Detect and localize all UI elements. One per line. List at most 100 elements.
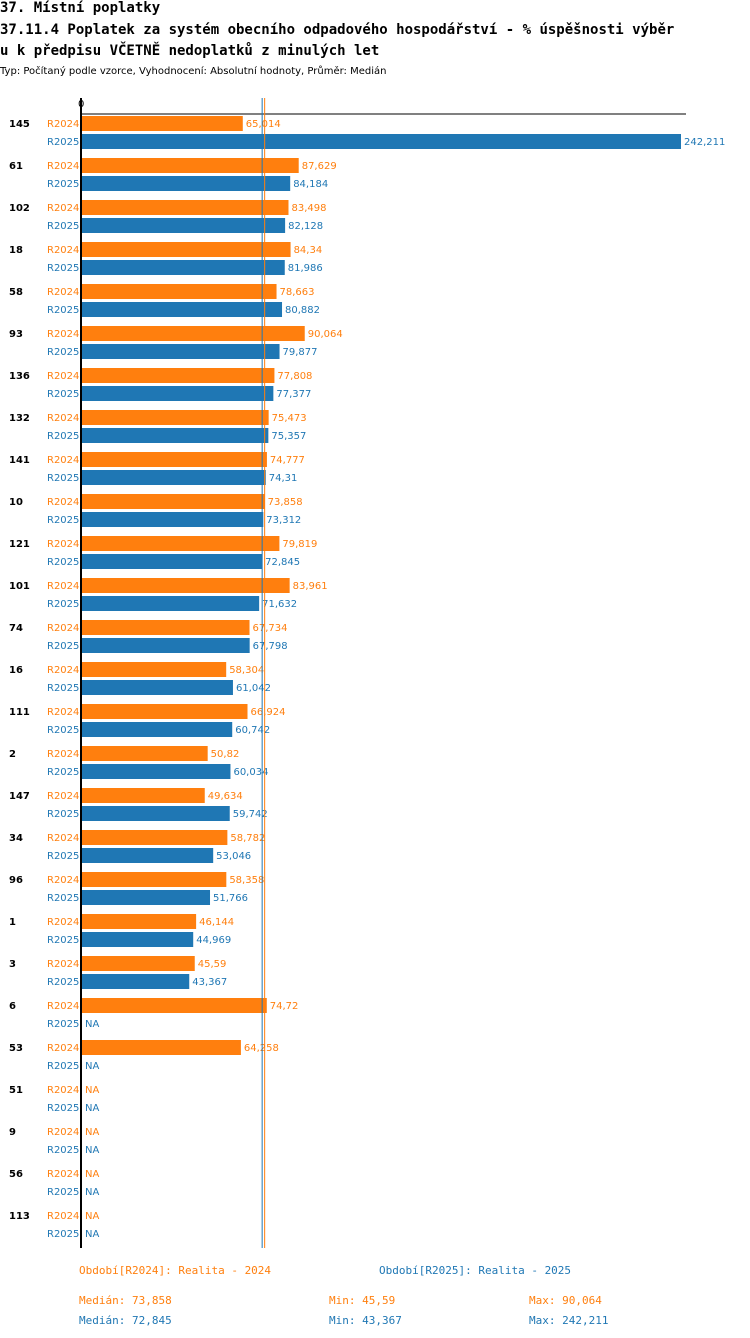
series-label: R2025 bbox=[47, 305, 79, 316]
bar-r2025 bbox=[82, 554, 263, 569]
category-label: 141 bbox=[9, 455, 30, 466]
series-label: R2025 bbox=[47, 977, 79, 988]
data-label: 74,72 bbox=[270, 1001, 299, 1012]
data-label: 84,34 bbox=[294, 245, 323, 256]
data-label: 74,777 bbox=[270, 455, 305, 466]
bar-r2025 bbox=[82, 470, 266, 485]
bar-r2025 bbox=[82, 596, 260, 611]
series-label: R2024 bbox=[47, 119, 79, 130]
category-label: 53 bbox=[9, 1043, 23, 1054]
bar-r2025 bbox=[82, 260, 285, 275]
category-label: 136 bbox=[9, 371, 30, 382]
series-label: R2025 bbox=[47, 473, 79, 484]
data-label: 64,258 bbox=[244, 1043, 279, 1054]
series-label: R2024 bbox=[47, 707, 79, 718]
data-label: 45,59 bbox=[198, 959, 227, 970]
series-label: R2024 bbox=[47, 833, 79, 844]
series-label: R2024 bbox=[47, 497, 79, 508]
series-label: R2024 bbox=[47, 917, 79, 928]
series-label: R2024 bbox=[47, 245, 79, 256]
series-label: R2025 bbox=[47, 389, 79, 400]
series-label: R2025 bbox=[47, 935, 79, 946]
bar-r2024 bbox=[82, 914, 197, 929]
series-label: R2024 bbox=[47, 371, 79, 382]
bar-r2024 bbox=[82, 830, 228, 845]
data-label: NA bbox=[85, 1103, 99, 1114]
series-label: R2025 bbox=[47, 851, 79, 862]
series-label: R2025 bbox=[47, 809, 79, 820]
data-label: NA bbox=[85, 1229, 99, 1240]
category-label: 113 bbox=[9, 1211, 30, 1222]
category-label: 145 bbox=[9, 119, 30, 130]
chart-subtitle: Typ: Počítaný podle vzorce, Vyhodnocení:… bbox=[0, 66, 387, 77]
bar-r2025 bbox=[82, 512, 264, 527]
data-label: 61,042 bbox=[236, 683, 271, 694]
data-label: 58,358 bbox=[229, 875, 264, 886]
category-label: 16 bbox=[9, 665, 23, 676]
series-label: R2024 bbox=[47, 1001, 79, 1012]
data-label: NA bbox=[85, 1169, 99, 1180]
data-label: 84,184 bbox=[293, 179, 328, 190]
category-label: 34 bbox=[9, 833, 23, 844]
data-label: NA bbox=[85, 1061, 99, 1072]
data-label: 77,377 bbox=[276, 389, 311, 400]
data-label: 60,034 bbox=[233, 767, 268, 778]
bar-r2025 bbox=[82, 134, 681, 149]
series-label: R2024 bbox=[47, 413, 79, 424]
category-label: 111 bbox=[9, 707, 30, 718]
category-label: 56 bbox=[9, 1169, 23, 1180]
series-label: R2025 bbox=[47, 599, 79, 610]
bar-r2025 bbox=[82, 428, 269, 443]
data-label: 72,845 bbox=[265, 557, 300, 568]
data-label: 67,734 bbox=[253, 623, 288, 634]
bar-r2024 bbox=[82, 284, 277, 299]
data-label: 90,064 bbox=[308, 329, 343, 340]
data-label: NA bbox=[85, 1187, 99, 1198]
series-label: R2024 bbox=[47, 665, 79, 676]
category-label: 93 bbox=[9, 329, 23, 340]
data-label: 67,798 bbox=[253, 641, 288, 652]
category-label: 132 bbox=[9, 413, 30, 424]
category-label: 96 bbox=[9, 875, 23, 886]
bar-chart: 0 145R202465,014R2025242,21161R202487,62… bbox=[9, 98, 725, 1248]
bar-r2024 bbox=[82, 578, 290, 593]
data-label: 65,014 bbox=[246, 119, 281, 130]
bar-r2025 bbox=[82, 764, 231, 779]
data-label: 83,961 bbox=[293, 581, 328, 592]
category-label: 58 bbox=[9, 287, 23, 298]
data-label: 58,304 bbox=[229, 665, 264, 676]
bar-r2024 bbox=[82, 1040, 241, 1055]
series-label: R2024 bbox=[47, 161, 79, 172]
category-label: 2 bbox=[9, 749, 16, 760]
indicator-title: 37.11.4 Poplatek za systém obecního odpa… bbox=[0, 22, 675, 38]
data-label: 51,766 bbox=[213, 893, 248, 904]
bar-r2024 bbox=[82, 200, 289, 215]
bar-r2024 bbox=[82, 788, 205, 803]
series-label: R2024 bbox=[47, 959, 79, 970]
data-label: 87,629 bbox=[302, 161, 337, 172]
bar-r2025 bbox=[82, 890, 211, 905]
series-label: R2024 bbox=[47, 623, 79, 634]
bar-r2025 bbox=[82, 386, 274, 401]
category-label: 102 bbox=[9, 203, 30, 214]
bar-r2025 bbox=[82, 176, 291, 191]
series-label: R2024 bbox=[47, 749, 79, 760]
data-label: 49,634 bbox=[208, 791, 243, 802]
page-title: 37. Místní poplatky bbox=[0, 0, 161, 16]
series-label: R2024 bbox=[47, 791, 79, 802]
min-r2025: Min: 43,367 bbox=[329, 1314, 402, 1327]
min-r2024: Min: 45,59 bbox=[329, 1294, 396, 1307]
category-label: 147 bbox=[9, 791, 30, 802]
bar-r2025 bbox=[82, 218, 286, 233]
category-label: 1 bbox=[9, 917, 16, 928]
series-label: R2024 bbox=[47, 1211, 79, 1222]
data-label: 80,882 bbox=[285, 305, 320, 316]
bar-r2024 bbox=[82, 620, 250, 635]
series-label: R2025 bbox=[47, 347, 79, 358]
series-label: R2024 bbox=[47, 1043, 79, 1054]
bar-r2025 bbox=[82, 848, 214, 863]
bar-r2024 bbox=[82, 326, 305, 341]
category-label: 9 bbox=[9, 1127, 16, 1138]
bar-r2024 bbox=[82, 956, 195, 971]
data-label: 66,924 bbox=[251, 707, 286, 718]
